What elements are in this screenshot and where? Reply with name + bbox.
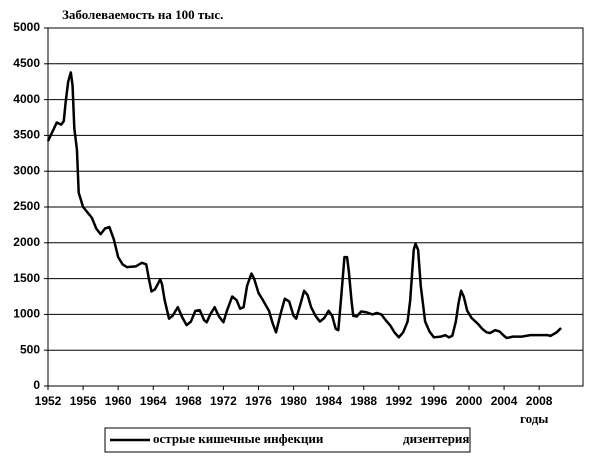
- y-tick-label: 1500: [13, 271, 40, 285]
- x-tick-label: 1960: [105, 394, 132, 408]
- legend-label: острые кишечные инфекции: [153, 431, 324, 446]
- y-tick-label: 4500: [13, 56, 40, 70]
- x-tick-label: 1964: [140, 394, 167, 408]
- x-tick-label: 1972: [210, 394, 237, 408]
- plot-frame: [47, 27, 584, 387]
- x-tick-label: 2008: [526, 394, 553, 408]
- x-tick-label: 1980: [280, 394, 307, 408]
- x-tick-label: 1996: [421, 394, 448, 408]
- y-tick-label: 1000: [13, 307, 40, 321]
- x-tick-label: 1992: [385, 394, 412, 408]
- series-line: [46, 71, 562, 340]
- y-tick-label: 3500: [13, 128, 40, 142]
- y-tick-label: 3000: [13, 163, 40, 177]
- y-tick-label: 0: [33, 378, 40, 392]
- x-tick-label: 2004: [491, 394, 518, 408]
- x-tick-label: 1968: [175, 394, 202, 408]
- x-tick-label: 2000: [456, 394, 483, 408]
- legend-label: дизентерия: [403, 431, 469, 446]
- chart-title: Заболеваемость на 100 тыс.: [62, 7, 223, 22]
- x-tick-label: 1976: [245, 394, 272, 408]
- x-axis-label: годы: [520, 411, 548, 426]
- x-tick-label: 1956: [70, 394, 97, 408]
- x-tick-label: 1952: [35, 394, 62, 408]
- y-tick-label: 4000: [13, 92, 40, 106]
- y-tick-label: 2500: [13, 199, 40, 213]
- x-tick-label: 1988: [350, 394, 377, 408]
- legend-box: [104, 427, 471, 453]
- y-tick-label: 5000: [13, 20, 40, 34]
- y-tick-label: 2000: [13, 235, 40, 249]
- x-tick-label: 1984: [315, 394, 342, 408]
- y-tick-label: 500: [20, 342, 40, 356]
